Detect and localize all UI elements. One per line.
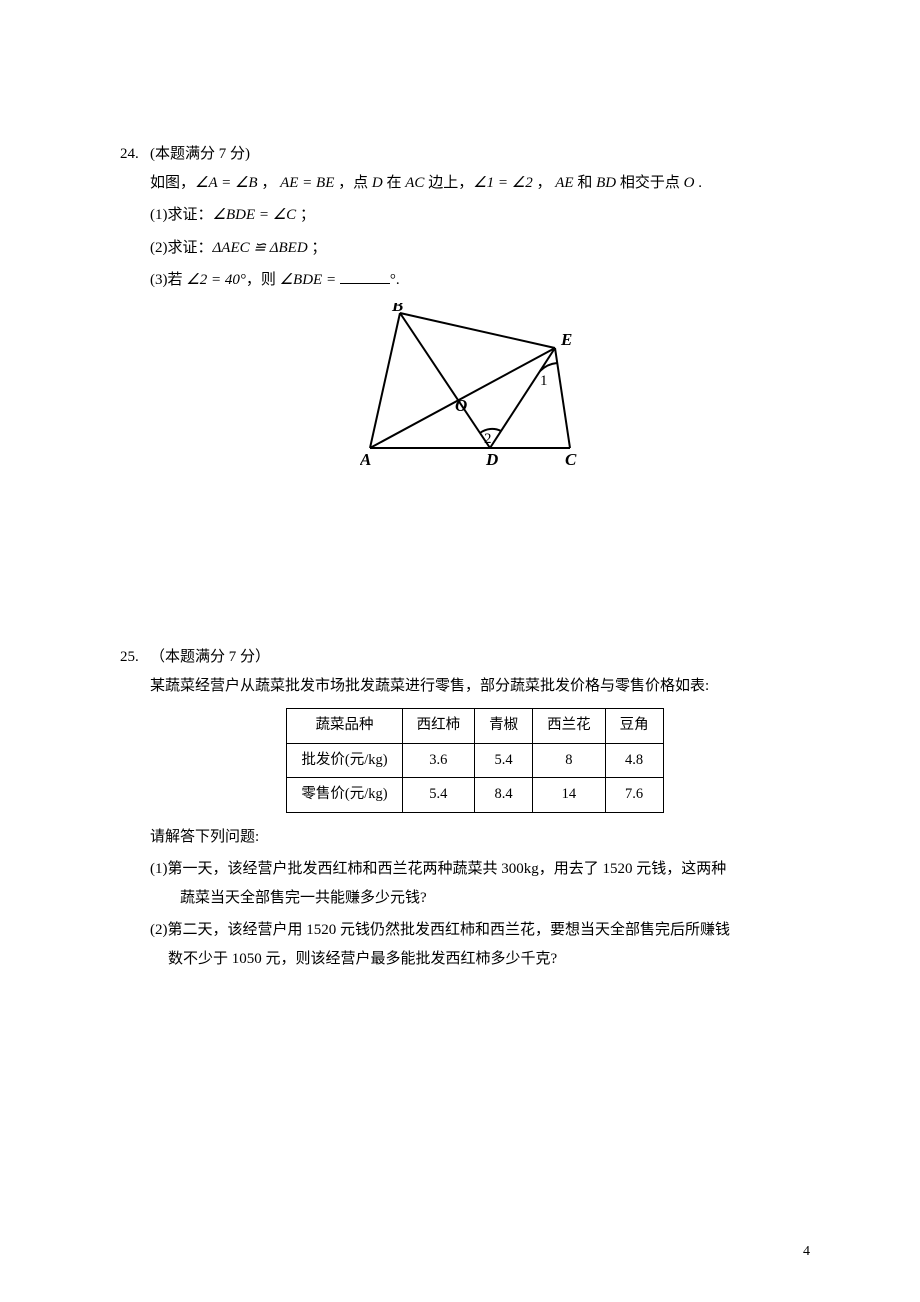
intro-prefix: 如图，: [150, 175, 195, 191]
table-row: 零售价(元/kg) 5.4 8.4 14 7.6: [287, 778, 663, 813]
problem-24-sub2: (2)求证：ΔAEC ≌ ΔBED ；: [150, 234, 800, 263]
problem-24-body: 如图，∠A = ∠B ， AE = BE ，点 D 在 AC 边上，∠1 = ∠…: [120, 169, 800, 484]
problem-25-number: 25.: [120, 643, 150, 672]
cell: 3.6: [402, 743, 475, 778]
s2-label: (2)求证：: [150, 240, 213, 256]
tail: 相交于点: [616, 175, 684, 191]
eq-a-b: ∠A = ∠B: [195, 175, 258, 191]
seg-ac: AC: [405, 175, 424, 191]
cell: 4.8: [605, 743, 663, 778]
seg-ae: AE: [555, 175, 573, 191]
problem-25-score: （本题满分 7 分）: [150, 643, 270, 672]
s1-label: (1)求证：: [150, 207, 213, 223]
s3-eq: ∠2 = 40°: [186, 272, 246, 288]
cell: 8: [533, 743, 606, 778]
problem-25-q1-line1: (1)第一天，该经营户批发西红柿和西兰花两种蔬菜共 300kg，用去了 1520…: [150, 855, 800, 884]
problem-25-q2-line1: (2)第二天，该经营户用 1520 元钱仍然批发西红柿和西兰花，要想当天全部售完…: [150, 916, 800, 945]
label-d: D: [485, 450, 498, 469]
c2: ，点: [334, 175, 372, 191]
problem-25-q2-line2: 数不少于 1050 元，则该经营户最多能批发西红柿多少千克?: [150, 945, 800, 974]
c3: ，: [533, 175, 556, 191]
geometry-diagram: A B C D E O 1 2: [360, 303, 590, 473]
problem-24-intro: 如图，∠A = ∠B ， AE = BE ，点 D 在 AC 边上，∠1 = ∠…: [150, 169, 800, 198]
diagram-container: A B C D E O 1 2: [150, 303, 800, 484]
m1: 在: [383, 175, 406, 191]
th-tomato: 西红柿: [402, 709, 475, 744]
cell: 14: [533, 778, 606, 813]
problem-25-header: 25. （本题满分 7 分）: [120, 643, 800, 672]
cell: 7.6: [605, 778, 663, 813]
label-a: A: [360, 450, 371, 469]
cell: 零售价(元/kg): [287, 778, 402, 813]
eq-ae-be: AE = BE: [280, 175, 334, 191]
period: .: [694, 175, 702, 191]
problem-25-body: 某蔬菜经营户从蔬菜批发市场批发蔬菜进行零售，部分蔬菜批发价格与零售价格如表: 蔬…: [120, 672, 800, 974]
answer-prompt: 请解答下列问题:: [150, 823, 800, 852]
problem-24-number: 24.: [120, 140, 150, 169]
th-broccoli: 西兰花: [533, 709, 606, 744]
cell: 8.4: [475, 778, 533, 813]
seg-bd: BD: [596, 175, 616, 191]
pt-d: D: [372, 175, 383, 191]
cell: 5.4: [475, 743, 533, 778]
s3-tail: °.: [390, 272, 400, 288]
problem-24: 24. (本题满分 7 分) 如图，∠A = ∠B ， AE = BE ，点 D…: [120, 140, 800, 483]
problem-25-q1-line2: 蔬菜当天全部售完一共能赚多少元钱?: [150, 884, 800, 913]
answer-blank: [340, 268, 390, 284]
problem-24-header: 24. (本题满分 7 分): [120, 140, 800, 169]
cell: 5.4: [402, 778, 475, 813]
label-b: B: [391, 303, 403, 315]
m2: 边上，: [424, 175, 473, 191]
label-o: O: [455, 396, 467, 415]
label-c: C: [565, 450, 577, 469]
eq-1-2: ∠1 = ∠2: [473, 175, 533, 191]
s2-tail: ；: [311, 240, 326, 256]
s2-eq: ΔAEC ≌ ΔBED: [213, 240, 308, 256]
problem-25: 25. （本题满分 7 分） 某蔬菜经营户从蔬菜批发市场批发蔬菜进行零售，部分蔬…: [120, 643, 800, 973]
th-kind: 蔬菜品种: [287, 709, 402, 744]
label-angle-1: 1: [540, 373, 548, 389]
s1-tail: ；: [300, 207, 315, 223]
and: 和: [574, 175, 597, 191]
table-row: 批发价(元/kg) 3.6 5.4 8 4.8: [287, 743, 663, 778]
problem-24-score: (本题满分 7 分): [150, 140, 250, 169]
s3-bde: ∠BDE =: [280, 272, 336, 288]
label-e: E: [560, 330, 572, 349]
problem-24-sub3: (3)若 ∠2 = 40°，则 ∠BDE = °.: [150, 266, 800, 295]
problem-24-sub1: (1)求证：∠BDE = ∠C ；: [150, 201, 800, 230]
th-bean: 豆角: [605, 709, 663, 744]
page-number: 4: [803, 1239, 810, 1266]
s3-mid: ，则: [246, 272, 280, 288]
price-table: 蔬菜品种 西红柿 青椒 西兰花 豆角 批发价(元/kg) 3.6 5.4 8 4…: [286, 708, 663, 813]
problem-25-intro: 某蔬菜经营户从蔬菜批发市场批发蔬菜进行零售，部分蔬菜批发价格与零售价格如表:: [150, 672, 800, 701]
s3-prefix: (3)若: [150, 272, 186, 288]
s1-eq: ∠BDE = ∠C: [213, 207, 297, 223]
th-pepper: 青椒: [475, 709, 533, 744]
table-header-row: 蔬菜品种 西红柿 青椒 西兰花 豆角: [287, 709, 663, 744]
label-angle-2: 2: [484, 431, 492, 447]
pt-o: O: [684, 175, 695, 191]
cell: 批发价(元/kg): [287, 743, 402, 778]
c1: ，: [258, 175, 281, 191]
